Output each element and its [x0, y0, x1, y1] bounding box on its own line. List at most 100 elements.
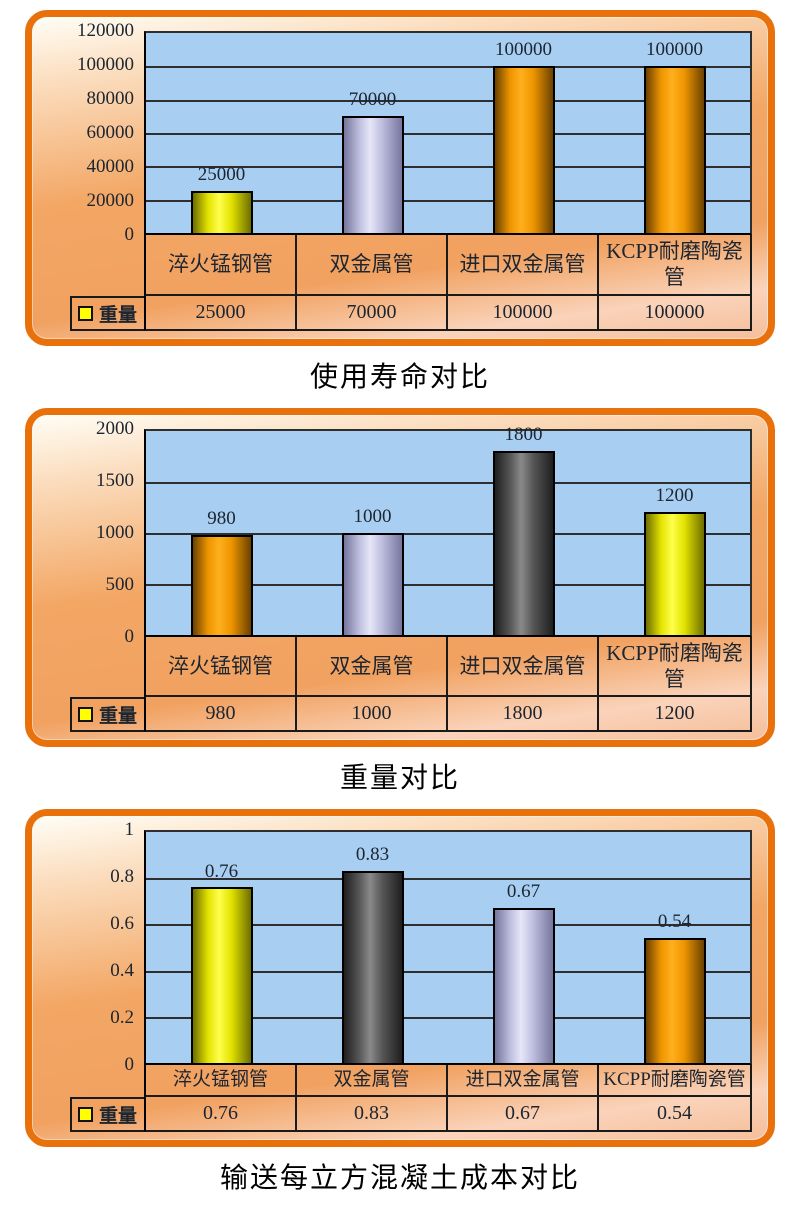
- category-label: 淬火锰钢管: [146, 235, 297, 294]
- bar: [190, 534, 253, 635]
- category-label: 双金属管: [297, 235, 448, 294]
- table-value: 1000: [297, 697, 448, 730]
- category-label: 进口双金属管: [448, 636, 599, 695]
- category-axis: 淬火锰钢管 双金属管 进口双金属管 KCPP耐磨陶瓷管: [144, 235, 752, 296]
- grid-line: [146, 99, 750, 102]
- y-tick-label: 1500: [96, 469, 134, 491]
- grid-line: [146, 970, 750, 973]
- grid-line: [146, 199, 750, 202]
- table-value: 70000: [297, 295, 448, 329]
- data-label: 0.54: [657, 911, 692, 933]
- bar: [492, 450, 555, 635]
- legend-key-icon: [77, 1106, 93, 1122]
- chart-frame: 0 20000 40000 60000 80000 100000 120000 25000 7…: [25, 10, 775, 346]
- legend-key-icon: [77, 707, 93, 722]
- data-table-row: 25000 70000 100000 100000: [144, 295, 752, 331]
- bar: [643, 938, 706, 1063]
- category-axis: 淬火锰钢管 双金属管 进口双金属管 KCPP耐磨陶瓷管: [144, 636, 752, 697]
- y-tick-label: 120000: [77, 20, 134, 41]
- chart-frame: 0 0.2 0.4 0.6 0.8 1 0.76 0.83 0.67 0.54 淬火锰钢管 双金属…: [25, 809, 775, 1147]
- y-axis: 0 20000 40000 60000 80000 100000 120000: [40, 20, 144, 245]
- table-value: 0.76: [146, 1096, 297, 1130]
- data-label: 0.83: [355, 844, 390, 866]
- legend-label: 重量: [98, 304, 137, 326]
- y-tick-label: 0.4: [110, 960, 134, 981]
- grid-line: [146, 166, 750, 169]
- legend-label: 重量: [98, 1105, 137, 1127]
- table-value: 100000: [644, 300, 705, 323]
- bar: [492, 66, 555, 233]
- legend: 重量: [69, 1096, 144, 1132]
- table-value: 100000: [448, 295, 599, 329]
- data-label: 100000: [646, 39, 703, 61]
- grid-line: [146, 532, 750, 535]
- y-tick-label: 2000: [96, 417, 134, 439]
- data-label: 0.76: [204, 860, 239, 882]
- grid-line: [146, 481, 750, 484]
- chart-title: 使用寿命对比: [309, 361, 490, 393]
- data-table-row: 0.76 0.83 0.67 0.54: [144, 1096, 752, 1132]
- category-label: 淬火锰钢管: [146, 1065, 297, 1095]
- y-tick-label: 60000: [86, 122, 135, 143]
- category-label: KCPP耐磨陶瓷管: [606, 239, 743, 290]
- grid-line: [146, 924, 750, 927]
- bar: [341, 871, 404, 1063]
- table-value: 980: [146, 697, 297, 730]
- y-tick-label: 0: [124, 224, 135, 245]
- table-value: 0.54: [657, 1101, 692, 1124]
- table-value: 0.83: [297, 1096, 448, 1130]
- y-tick-label: 500: [105, 573, 135, 595]
- category-label: 双金属管: [297, 636, 448, 695]
- category-label: 淬火锰钢管: [146, 636, 297, 695]
- chart-figure-cost: 0 0.2 0.4 0.6 0.8 1 0.76 0.83 0.67 0.54 淬火锰钢管 双金属…: [25, 809, 775, 1196]
- chart-frame: 0 500 1000 1500 2000 980 1000 1800 1200 淬火锰钢管 双金…: [25, 407, 775, 747]
- bar: [341, 532, 404, 635]
- category-label: KCPP耐磨陶瓷管: [603, 1069, 746, 1090]
- table-value: 1200: [654, 702, 695, 724]
- y-tick-label: 0: [124, 625, 135, 647]
- legend: 重量: [69, 697, 144, 732]
- grid-line: [146, 583, 750, 586]
- bar: [190, 191, 253, 233]
- data-label: 0.67: [506, 881, 541, 903]
- table-value: 25000: [146, 295, 297, 329]
- category-label: 双金属管: [297, 1065, 448, 1095]
- legend-key-icon: [77, 305, 93, 321]
- chart-figure-weight: 0 500 1000 1500 2000 980 1000 1800 1200 淬火锰钢管 双金…: [25, 407, 775, 797]
- grid-line: [146, 66, 750, 69]
- grid-line: [146, 1016, 750, 1019]
- data-label: 980: [207, 507, 236, 529]
- bar: [643, 66, 706, 233]
- plot-area: 25000 70000 100000 100000: [144, 31, 752, 235]
- chart-title: 重量对比: [339, 763, 460, 794]
- chart-title: 输送每立方混凝土成本对比: [219, 1162, 580, 1194]
- category-label: 进口双金属管: [448, 1065, 599, 1095]
- legend-label: 重量: [98, 706, 137, 727]
- y-tick-label: 40000: [86, 155, 135, 177]
- bar: [492, 908, 555, 1063]
- data-label: 70000: [348, 89, 397, 111]
- y-axis: 0 0.2 0.4 0.6 0.8 1: [40, 819, 144, 1075]
- data-label: 25000: [197, 164, 246, 186]
- data-label: 100000: [495, 39, 552, 61]
- y-tick-label: 0: [124, 1054, 135, 1075]
- grid-line: [146, 878, 750, 881]
- table-value: 0.67: [448, 1096, 599, 1130]
- grid-line: [146, 133, 750, 135]
- plot-area: 0.76 0.83 0.67 0.54: [144, 830, 752, 1065]
- category-label: KCPP耐磨陶瓷管: [606, 640, 743, 691]
- y-tick-label: 1000: [96, 521, 134, 543]
- y-axis: 0 500 1000 1500 2000: [40, 418, 144, 647]
- chart-figure-service-life: 0 20000 40000 60000 80000 100000 120000 25000 7…: [25, 0, 775, 395]
- bar: [643, 512, 706, 635]
- y-tick-label: 80000: [86, 87, 135, 109]
- table-value: 1800: [448, 697, 599, 730]
- y-tick-label: 0.2: [110, 1007, 134, 1028]
- category-label: 进口双金属管: [448, 235, 599, 294]
- y-tick-label: 100000: [77, 53, 134, 75]
- data-label: 1200: [655, 485, 694, 507]
- bar: [190, 887, 253, 1063]
- data-table-row: 980 1000 1800 1200: [144, 697, 752, 732]
- y-tick-label: 1: [124, 819, 135, 840]
- y-tick-label: 0.6: [110, 913, 134, 934]
